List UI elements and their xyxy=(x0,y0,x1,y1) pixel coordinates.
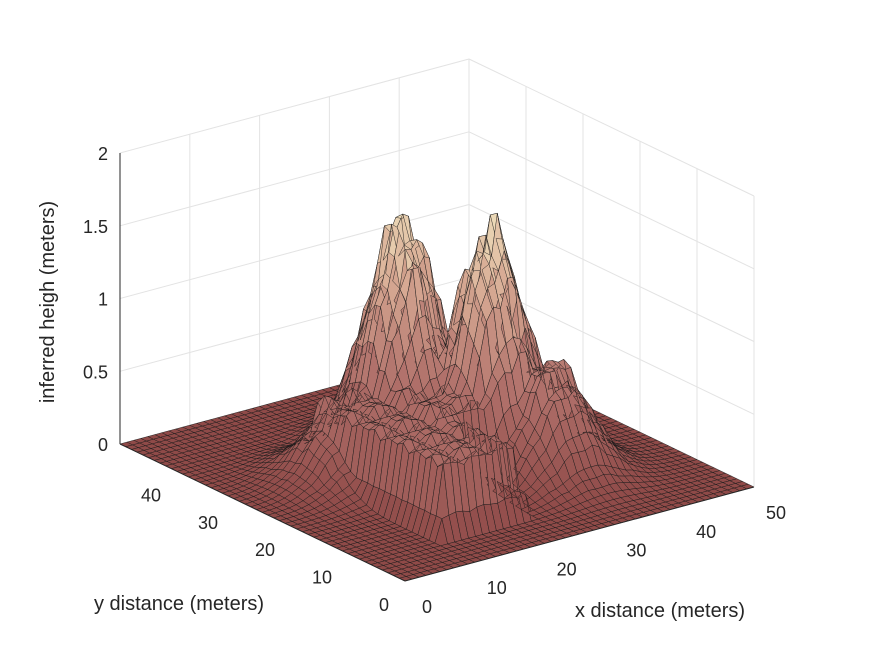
surface-mesh xyxy=(119,212,755,582)
z-tick-label: 1 xyxy=(98,290,108,310)
grid-line xyxy=(468,131,755,270)
z-tick-label: 0.5 xyxy=(83,362,108,382)
y-tick-label: 40 xyxy=(141,485,161,505)
y-axis-label: y distance (meters) xyxy=(94,593,264,615)
x-tick-label: 50 xyxy=(766,503,786,523)
grid-line xyxy=(119,204,470,299)
y-tick-label: 30 xyxy=(198,513,218,533)
grid-line xyxy=(119,131,470,227)
y-tick-label: 20 xyxy=(255,540,275,560)
y-tick-label: 10 xyxy=(312,568,332,588)
x-tick-label: 10 xyxy=(487,578,507,598)
x-axis-line xyxy=(404,486,755,582)
x-tick-label: 40 xyxy=(696,522,716,542)
x-tick-label: 20 xyxy=(557,559,577,579)
x-axis-label: x distance (meters) xyxy=(575,600,745,622)
y-tick-label: 0 xyxy=(379,595,389,615)
z-tick-label: 0 xyxy=(98,435,108,455)
grid-line xyxy=(468,58,755,197)
grid-line xyxy=(468,204,755,342)
grid-line xyxy=(119,58,470,154)
z-tick-label: 1.5 xyxy=(83,217,108,237)
z-tick-label: 2 xyxy=(98,144,108,164)
x-tick-label: 0 xyxy=(422,597,432,617)
tick-labels: 0 10 20 30 40 50 0 10 20 30 40 0 0.5 1 1.5 2 xyxy=(83,144,786,617)
z-axis-label: inferred heigh (meters) xyxy=(37,201,59,403)
x-tick-label: 30 xyxy=(626,541,646,561)
axis-lines xyxy=(119,153,755,582)
y-axis-line xyxy=(119,443,406,582)
